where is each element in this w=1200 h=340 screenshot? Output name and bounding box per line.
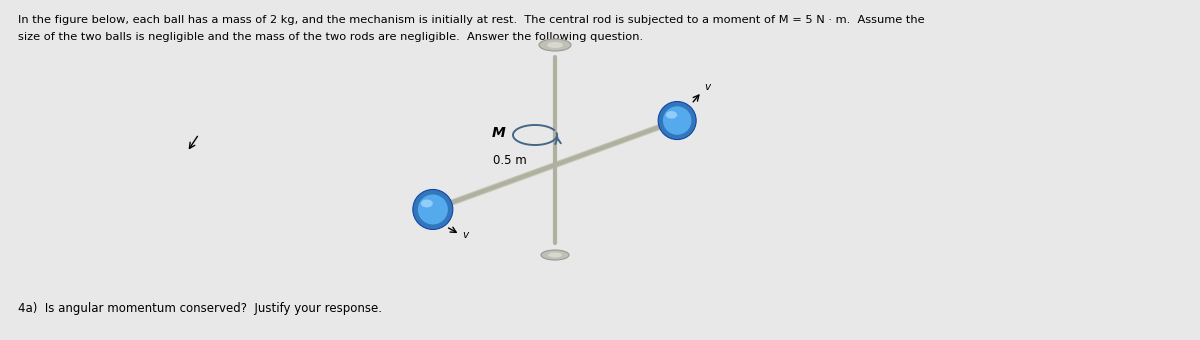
Ellipse shape — [666, 111, 677, 119]
Ellipse shape — [547, 42, 563, 48]
Text: size of the two balls is negligible and the mass of the two rods are negligible.: size of the two balls is negligible and … — [18, 32, 643, 42]
Ellipse shape — [539, 39, 571, 51]
Ellipse shape — [421, 200, 433, 207]
Text: v: v — [704, 82, 710, 92]
Ellipse shape — [541, 250, 569, 260]
Circle shape — [413, 189, 452, 230]
Circle shape — [662, 106, 691, 135]
Text: 0.5 m: 0.5 m — [493, 154, 527, 167]
Text: 4a)  Is angular momentum conserved?  Justify your response.: 4a) Is angular momentum conserved? Justi… — [18, 302, 382, 315]
Text: v: v — [462, 230, 468, 240]
Ellipse shape — [414, 193, 436, 209]
Circle shape — [418, 194, 448, 224]
Ellipse shape — [548, 253, 562, 257]
Circle shape — [658, 102, 696, 139]
Text: M: M — [491, 126, 505, 140]
Text: In the figure below, each ball has a mass of 2 kg, and the mechanism is initiall: In the figure below, each ball has a mas… — [18, 15, 925, 25]
